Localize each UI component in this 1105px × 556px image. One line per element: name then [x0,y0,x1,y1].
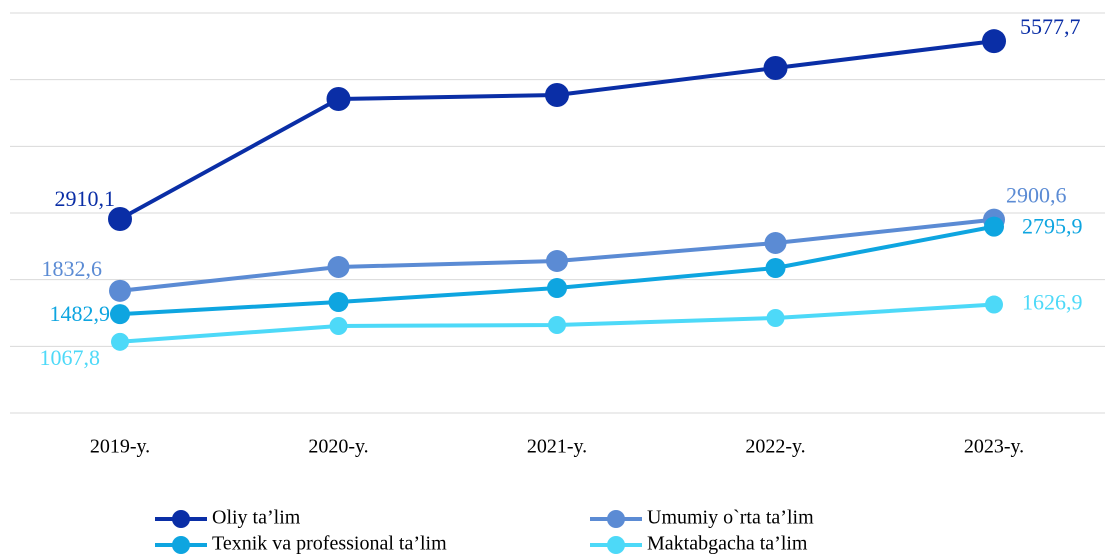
point-marker [111,332,129,351]
point-marker [546,250,568,272]
legend-label: Texnik va professional ta’lim [212,533,447,555]
data-label: 2900,6 [1006,183,1067,208]
x-tick-label: 2019-y. [90,436,150,458]
data-label: 1482,9 [50,301,111,326]
legend-marker [607,510,625,528]
data-label: 2795,9 [1022,214,1083,239]
point-marker [110,304,130,325]
point-marker [108,206,132,231]
legend-label: Umumiy o`rta ta’lim [647,507,814,529]
point-marker [327,256,350,278]
x-tick-label: 2022-y. [745,436,805,458]
data-label: 5577,7 [1020,14,1081,39]
point-marker [764,232,787,254]
point-marker [328,292,349,312]
x-tick-label: 2020-y. [308,436,368,458]
data-label: 1067,8 [40,345,101,370]
point-marker [763,56,788,80]
point-marker [982,29,1006,54]
x-tick-label: 2023-y. [964,436,1024,458]
data-label: 1626,9 [1022,290,1083,315]
legend-marker [172,510,190,528]
point-marker [984,216,1004,237]
legend-label: Oliy ta’lim [212,507,301,529]
point-marker [766,309,785,327]
point-marker [548,316,566,334]
legend-label: Maktabgacha ta’lim [647,533,808,555]
x-tick-label: 2021-y. [527,436,587,458]
data-label: 1832,6 [42,256,103,281]
data-label: 2910,1 [55,186,116,211]
point-marker [545,83,569,107]
point-marker [547,278,567,298]
point-marker [985,295,1003,314]
legend-marker [172,536,190,554]
point-marker [109,279,131,302]
point-marker [326,87,351,111]
point-marker [329,317,348,335]
legend-marker [607,536,625,554]
point-marker [765,258,786,278]
series-line [119,39,995,221]
